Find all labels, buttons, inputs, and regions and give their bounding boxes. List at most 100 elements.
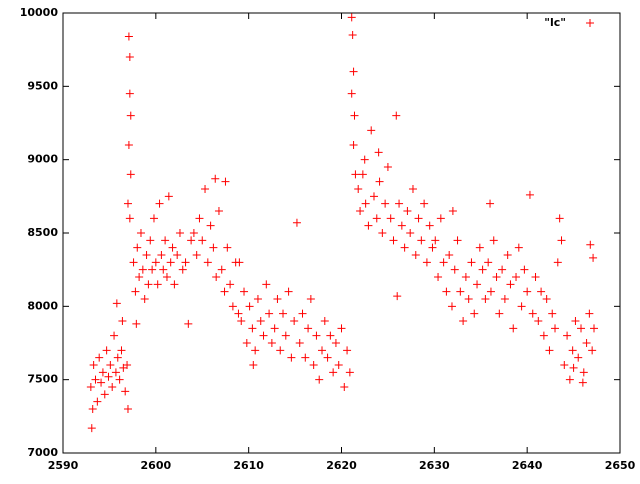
point [129, 258, 138, 267]
point [392, 111, 401, 120]
y-tick-label: 7000 [27, 446, 58, 459]
point [287, 353, 296, 362]
point [273, 295, 282, 303]
point [318, 346, 327, 355]
point [568, 346, 577, 355]
point [467, 258, 476, 267]
point [279, 309, 288, 318]
y-tick-label: 9500 [27, 79, 58, 92]
point [312, 331, 321, 340]
point [110, 331, 119, 340]
point [393, 292, 402, 301]
point [198, 236, 207, 245]
x-tick-label: 2650 [605, 459, 636, 472]
point [434, 273, 443, 281]
point [87, 424, 96, 433]
point [400, 243, 409, 252]
point [249, 361, 258, 369]
point [503, 251, 512, 259]
point [439, 258, 448, 267]
point [569, 363, 578, 372]
x-tick-label: 2590 [48, 459, 79, 472]
point [555, 214, 564, 223]
point [523, 287, 532, 296]
point [585, 309, 594, 318]
point [97, 378, 106, 387]
point [537, 287, 546, 296]
point [436, 214, 445, 223]
point [586, 240, 595, 249]
point [531, 273, 540, 281]
point [151, 258, 160, 267]
point [217, 265, 226, 274]
point [309, 361, 318, 369]
point [203, 258, 212, 267]
point [253, 295, 262, 303]
point [361, 199, 370, 208]
point [337, 324, 346, 333]
point [91, 375, 100, 384]
point [115, 375, 124, 384]
point [149, 214, 158, 223]
point [306, 295, 315, 303]
point [475, 243, 484, 252]
point [187, 236, 196, 245]
point [356, 207, 365, 215]
point [262, 280, 271, 289]
point [464, 295, 473, 303]
point [340, 383, 349, 391]
point [113, 353, 122, 362]
point [579, 368, 588, 377]
point [189, 229, 198, 237]
point [565, 375, 574, 384]
point [498, 265, 507, 274]
x-tick-label: 2610 [233, 459, 264, 472]
point [211, 174, 220, 183]
point [166, 258, 175, 267]
point [240, 287, 249, 296]
point [251, 346, 260, 355]
point [571, 317, 580, 325]
point [354, 185, 363, 193]
point [93, 397, 102, 406]
point [589, 253, 598, 262]
y-tick-label: 10000 [20, 6, 59, 19]
point [237, 317, 246, 325]
point [209, 243, 218, 252]
point [170, 280, 179, 289]
point [520, 265, 529, 274]
point [431, 236, 440, 245]
point [548, 309, 557, 318]
point [448, 207, 457, 215]
y-tick-label: 8000 [27, 299, 58, 312]
point [397, 221, 406, 230]
point [265, 309, 274, 318]
point [164, 192, 173, 201]
point [212, 273, 221, 281]
point [506, 280, 515, 289]
point [453, 236, 462, 245]
point [442, 287, 451, 296]
point [235, 258, 244, 267]
point [428, 243, 437, 252]
point [123, 405, 132, 413]
point [121, 387, 130, 396]
point [178, 265, 187, 274]
point [343, 346, 352, 355]
point [509, 324, 518, 333]
point [184, 319, 193, 328]
point [155, 199, 164, 208]
point [345, 368, 354, 377]
point [375, 177, 384, 186]
point [534, 317, 543, 325]
point [144, 280, 153, 289]
point [148, 265, 157, 274]
point [132, 319, 141, 328]
point [320, 317, 329, 325]
point [545, 346, 554, 355]
point [221, 177, 230, 186]
point [159, 265, 168, 274]
point [358, 170, 367, 179]
point [168, 243, 177, 252]
point [206, 221, 215, 230]
